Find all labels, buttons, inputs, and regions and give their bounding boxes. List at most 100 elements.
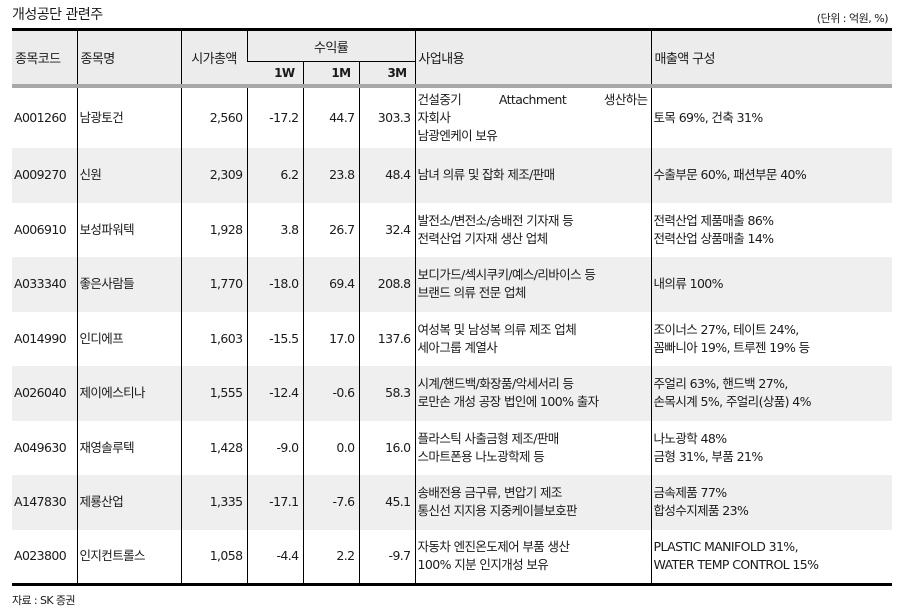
stock-name: 보성파워텍 — [76, 202, 181, 257]
return-1w: -17.2 — [246, 86, 303, 148]
sales-composition: 나노광학 48% 금형 31%, 부품 21% — [650, 420, 893, 475]
stock-name: 재영솔루텍 — [76, 420, 181, 475]
stock-code: A026040 — [12, 366, 77, 421]
sales-composition: 조이너스 27%, 테이트 24%, 꼼빠니아 19%, 트루젠 19% 등 — [650, 311, 893, 366]
sales-line: 꼼빠니아 19%, 트루젠 19% 등 — [653, 339, 811, 355]
sales-line: 조이너스 27%, 테이트 24%, — [653, 321, 800, 337]
return-3m: 58.3 — [358, 366, 416, 421]
table-row: A014990 인디에프 1,603 -15.5 17.0 137.6 여성복 및 남성복 … — [12, 311, 893, 366]
business-description: 플라스틱 사출금형 제조/판매 스마트폰용 나노광학제 등 — [414, 420, 652, 475]
sales-composition: PLASTIC MANIFOLD 31%, WATER TEMP CONTROL … — [650, 529, 893, 586]
business-line: 발전소/변전소/송배전 기자재 등 — [417, 212, 574, 228]
stock-name: 남광토건 — [76, 86, 181, 148]
business-line: 남광엔케이 보유 — [417, 128, 498, 143]
business-description: 송배전용 금구류, 변압기 제조 통신선 지지용 지중케이블보호판 — [414, 475, 652, 530]
return-1m: 26.7 — [302, 202, 359, 257]
return-1w: -12.4 — [246, 366, 303, 421]
table-row: A006910 보성파워텍 1,928 3.8 26.7 32.4 발전소/변전소/송배전 … — [12, 202, 893, 257]
stock-code: A009270 — [12, 148, 77, 203]
market-cap: 1,928 — [180, 202, 247, 257]
sales-composition: 내의류 100% — [650, 257, 893, 312]
business-line: 자회사 — [417, 110, 451, 125]
return-3m: 45.1 — [358, 475, 416, 530]
table-row: A033340 좋은사람들 1,770 -18.0 69.4 208.8 보디가드/섹시쿠키… — [12, 257, 893, 312]
business-line: 스마트폰용 나노광학제 등 — [417, 448, 545, 464]
return-1m: 17.0 — [302, 311, 359, 366]
sales-line: 전력산업 상품매출 14% — [653, 230, 775, 246]
sales-composition: 전력산업 제품매출 86% 전력산업 상품매출 14% — [650, 202, 893, 257]
return-1m: -0.6 — [302, 366, 359, 421]
return-3m: 137.6 — [358, 311, 416, 366]
return-3m: 48.4 — [358, 148, 416, 203]
market-cap: 2,309 — [180, 148, 247, 203]
market-cap: 1,603 — [180, 311, 247, 366]
return-3m: -9.7 — [358, 529, 416, 586]
header-name: 종목명 — [76, 28, 181, 88]
market-cap: 1,770 — [180, 257, 247, 312]
market-cap: 1,058 — [180, 529, 247, 586]
market-cap: 2,560 — [180, 86, 247, 148]
header-returns: 수익률 — [246, 28, 416, 62]
sales-line: 수출부문 60%, 패션부문 40% — [653, 167, 807, 183]
business-line: 보디가드/섹시쿠키/예스/리바이스 등 — [417, 267, 596, 283]
business-line: 송배전용 금구류, 변압기 제조 — [417, 485, 563, 501]
header-market-cap: 시가총액 — [180, 28, 247, 88]
return-1m: 0.0 — [302, 420, 359, 475]
business-description: 자동차 엔진온도제어 부품 생산 100% 지분 인지개성 보유 — [414, 529, 652, 586]
return-1w: 3.8 — [246, 202, 303, 257]
sales-composition: 수출부문 60%, 패션부문 40% — [650, 148, 893, 203]
business-line: 전력산업 기자재 생산 업체 — [417, 230, 549, 246]
business-line: 브랜드 의류 전문 업체 — [417, 285, 527, 301]
return-1w: -17.1 — [246, 475, 303, 530]
return-3m: 303.3 — [358, 86, 416, 148]
stocks-table: 종목코드 종목명 시가총액 수익률 사업내용 매출액 구성 1W 1M 3M A… — [12, 28, 893, 586]
sales-line: WATER TEMP CONTROL 15% — [653, 557, 819, 572]
header-3m: 3M — [358, 61, 416, 88]
stock-code: A014990 — [14, 330, 67, 346]
business-line: 100% 지분 인지개성 보유 — [417, 557, 549, 572]
business-line: 로만손 개성 공장 법인에 100% 출자 — [417, 394, 600, 410]
header-1m: 1M — [302, 61, 359, 88]
table-row: A147830 제룡산업 1,335 -17.1 -7.6 45.1 송배전용 금구류, 변… — [12, 475, 893, 530]
sales-line: 토목 69%, 건축 31% — [653, 110, 764, 125]
header-business: 사업내용 — [414, 28, 652, 88]
stock-code: A001260 — [14, 110, 67, 125]
stock-name: 신원 — [76, 148, 181, 203]
return-1m: 44.7 — [302, 86, 359, 148]
sales-composition: 금속제품 77% 합성수지제품 23% — [650, 475, 893, 530]
stock-name: 인지컨트롤스 — [76, 529, 181, 586]
return-1w: -15.5 — [246, 311, 303, 366]
header-code: 종목코드 — [12, 28, 77, 88]
sales-line: 나노광학 48% — [653, 430, 728, 446]
header-1w: 1W — [247, 61, 303, 88]
sales-line: 주얼리 63%, 핸드백 27%, — [653, 376, 789, 392]
stock-code: A147830 — [12, 475, 77, 530]
sales-line: 금속제품 77% — [653, 485, 728, 501]
return-3m: 32.4 — [358, 202, 416, 257]
business-line: 시계/핸드백/화장품/악세서리 등 — [417, 376, 575, 392]
stock-code: A006910 — [14, 221, 67, 237]
sales-composition: 토목 69%, 건축 31% — [650, 86, 893, 148]
table-row: A023800 인지컨트롤스 1,058 -4.4 2.2 -9.7 자동차 엔진온도제어 … — [12, 529, 893, 586]
stock-code: A033340 — [12, 257, 77, 312]
business-line: 자동차 엔진온도제어 부품 생산 — [417, 539, 570, 554]
return-1w: -4.4 — [246, 529, 303, 586]
business-line: 여성복 및 남성복 의류 제조 업체 — [417, 321, 577, 337]
sales-line: 내의류 100% — [653, 276, 724, 292]
stock-code: A023800 — [12, 529, 77, 586]
sales-line: 합성수지제품 23% — [653, 503, 749, 519]
stock-name: 인디에프 — [76, 311, 181, 366]
business-description: 건설중기 Attachment 생산하는 자회사 남광엔케이 보유 — [414, 86, 652, 148]
stock-name: 제이에스티나 — [76, 366, 181, 421]
table-row: A009270 신원 2,309 6.2 23.8 48.4 남녀 의류 및 잡화 제조/판… — [12, 148, 893, 203]
return-1m: 69.4 — [302, 257, 359, 312]
return-3m: 208.8 — [358, 257, 416, 312]
table-row: A026040 제이에스티나 1,555 -12.4 -0.6 58.3 시계/핸드백/화장… — [12, 366, 893, 421]
return-1m: 2.2 — [302, 529, 359, 586]
return-1m: -7.6 — [302, 475, 359, 530]
return-1w: 6.2 — [246, 148, 303, 203]
table-row: A049630 재영솔루텍 1,428 -9.0 0.0 16.0 플라스틱 사출금형 제조… — [12, 420, 893, 475]
business-word: 건설중기 — [417, 92, 462, 107]
